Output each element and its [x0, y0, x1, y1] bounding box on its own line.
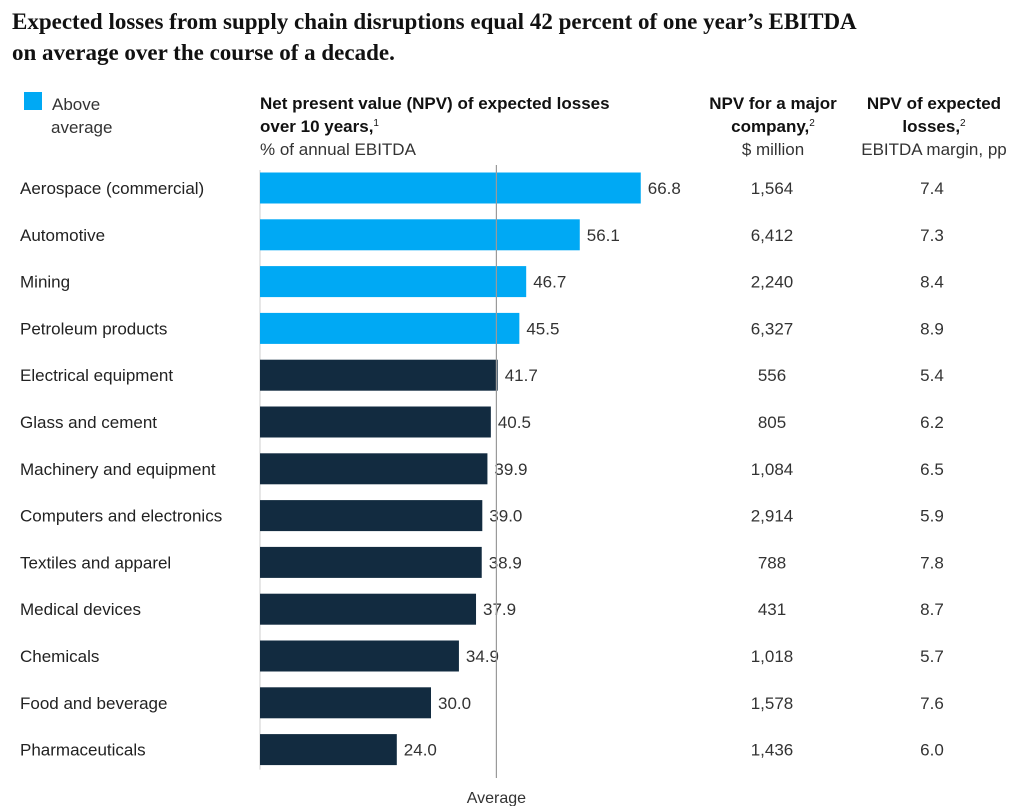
legend-swatch-above-average: [24, 92, 42, 110]
bar: [260, 500, 483, 532]
npv-major-company-value: 556: [758, 366, 786, 385]
bar-value-label: 45.5: [526, 319, 559, 338]
bar-value-label: 66.8: [648, 179, 681, 198]
bar-value-label: 56.1: [587, 226, 620, 245]
column-header-npv-percent-line-1: Net present value (NPV) of expected loss…: [260, 94, 610, 113]
npv-margin-value: 7.4: [920, 179, 944, 198]
column-header-npv-margin-line-2: losses,2: [846, 115, 1022, 138]
npv-major-company-value: 1,564: [751, 179, 794, 198]
npv-major-company-value: 1,018: [751, 647, 794, 666]
bar-value-label: 40.5: [498, 413, 531, 432]
bar: [260, 687, 431, 719]
category-label: Aerospace (commercial): [20, 179, 204, 198]
bar-value-label: 30.0: [438, 694, 471, 713]
npv-major-company-value: 1,084: [751, 460, 794, 479]
npv-major-company-value: 6,412: [751, 226, 794, 245]
footnote-marker: 2: [809, 118, 815, 129]
column-header-npv-percent-text: over 10 years,: [260, 117, 374, 136]
npv-margin-value: 6.5: [920, 460, 944, 479]
column-header-npv-margin-line-1: NPV of expected: [866, 94, 1002, 113]
category-label: Glass and cement: [20, 413, 157, 432]
category-label: Pharmaceuticals: [20, 741, 146, 760]
footnote-marker: 1: [373, 118, 379, 129]
bar: [260, 406, 491, 438]
category-label: Machinery and equipment: [20, 460, 216, 479]
category-label: Food and beverage: [20, 694, 167, 713]
legend-label-line-2: average: [51, 118, 113, 137]
npv-margin-value: 5.4: [920, 366, 944, 385]
column-header-npv-margin-unit: EBITDA margin, pp: [861, 140, 1007, 159]
legend-label-line-1: Above: [52, 95, 101, 114]
bar-value-label: 24.0: [404, 741, 437, 760]
bar-value-label: 39.0: [489, 507, 522, 526]
npv-major-company-value: 2,240: [751, 273, 794, 292]
category-label: Mining: [20, 273, 70, 292]
bar: [260, 593, 477, 625]
bar: [260, 546, 482, 578]
bar-value-label: 38.9: [489, 553, 522, 572]
column-header-npv-major-unit: $ million: [741, 140, 805, 159]
npv-major-company-value: 2,914: [751, 507, 794, 526]
column-header-npv-major-text: company,: [731, 117, 810, 136]
legend-label: Above average: [51, 93, 142, 139]
npv-major-company-value: 6,327: [751, 319, 794, 338]
npv-margin-value: 5.9: [920, 507, 944, 526]
column-header-npv-major-line-1: NPV for a major: [709, 94, 837, 113]
npv-margin-value: 8.7: [920, 600, 944, 619]
category-label: Petroleum products: [20, 319, 167, 338]
bar: [260, 219, 580, 251]
npv-major-company-value: 1,436: [751, 741, 794, 760]
column-header-npv-major-company: NPV for a major company,2 $ million: [698, 92, 848, 161]
bar: [260, 359, 498, 391]
bar: [260, 172, 641, 204]
category-label: Computers and electronics: [20, 507, 222, 526]
npv-margin-value: 5.7: [920, 647, 944, 666]
category-label: Chemicals: [20, 647, 99, 666]
npv-margin-value: 8.4: [920, 273, 944, 292]
footnote-marker: 2: [960, 118, 966, 129]
column-header-npv-percent-unit: % of annual EBITDA: [260, 140, 416, 159]
npv-margin-value: 7.3: [920, 226, 944, 245]
column-header-npv-margin-text: losses,: [902, 117, 961, 136]
category-label: Medical devices: [20, 600, 141, 619]
category-label: Electrical equipment: [20, 366, 173, 385]
npv-margin-value: 6.0: [920, 741, 944, 760]
average-label: Average: [467, 790, 526, 806]
chart-title-line-2: on average over the course of a decade.: [12, 40, 395, 65]
chart-title: Expected losses from supply chain disrup…: [12, 6, 1012, 68]
column-header-npv-percent-line-2: over 10 years,1: [260, 115, 680, 138]
bar-value-label: 46.7: [533, 273, 566, 292]
npv-major-company-value: 788: [758, 553, 786, 572]
bar: [260, 266, 527, 298]
category-label: Textiles and apparel: [20, 553, 171, 572]
column-header-npv-margin: NPV of expected losses,2 EBITDA margin, …: [846, 92, 1022, 161]
column-header-npv-major-line-2: company,2: [698, 115, 848, 138]
chart-title-line-1: Expected losses from supply chain disrup…: [12, 9, 857, 34]
bar-value-label: 34.9: [466, 647, 499, 666]
npv-major-company-value: 805: [758, 413, 786, 432]
npv-margin-value: 6.2: [920, 413, 944, 432]
npv-margin-value: 7.6: [920, 694, 944, 713]
npv-margin-value: 8.9: [920, 319, 944, 338]
bar: [260, 640, 459, 672]
bar: [260, 312, 520, 344]
npv-major-company-value: 431: [758, 600, 786, 619]
bar: [260, 734, 397, 766]
bar-value-label: 39.9: [494, 460, 527, 479]
bar-value-label: 37.9: [483, 600, 516, 619]
category-label: Automotive: [20, 226, 105, 245]
bar: [260, 453, 488, 485]
column-header-npv-percent: Net present value (NPV) of expected loss…: [260, 92, 680, 161]
npv-major-company-value: 1,578: [751, 694, 794, 713]
npv-margin-value: 7.8: [920, 553, 944, 572]
bar-value-label: 41.7: [505, 366, 538, 385]
